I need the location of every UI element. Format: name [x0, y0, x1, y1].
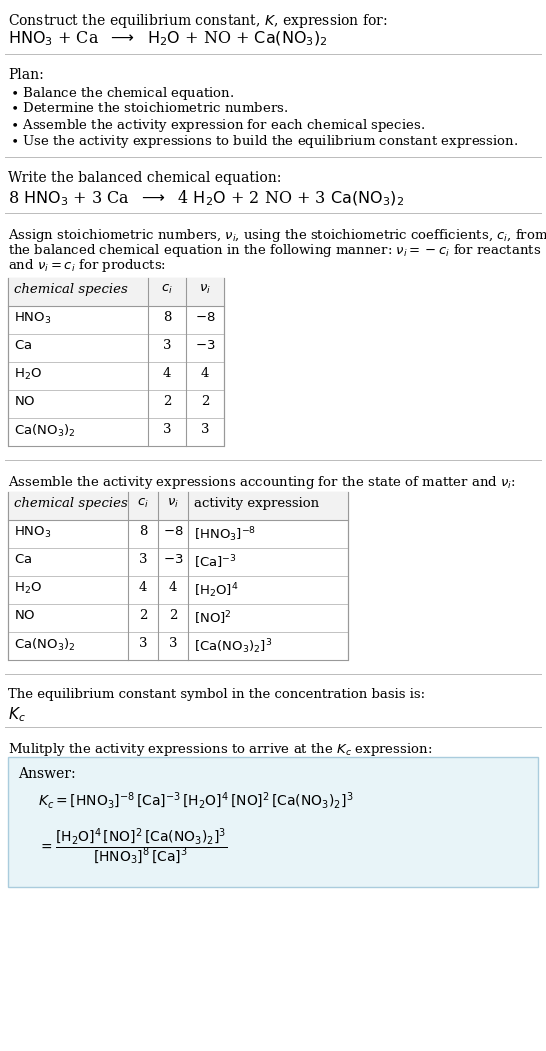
Text: 3: 3 — [163, 423, 171, 436]
Text: $[\mathrm{Ca}]^{-3}$: $[\mathrm{Ca}]^{-3}$ — [194, 553, 237, 571]
Text: $[\mathrm{Ca(NO_3)_2}]^{3}$: $[\mathrm{Ca(NO_3)_2}]^{3}$ — [194, 637, 272, 656]
Text: $-3$: $-3$ — [163, 553, 183, 566]
Text: chemical species: chemical species — [14, 283, 128, 296]
Text: 3: 3 — [139, 553, 147, 566]
Text: Plan:: Plan: — [8, 68, 44, 82]
Bar — [8, 279, 224, 446]
Text: $\mathrm{Ca}$: $\mathrm{Ca}$ — [14, 339, 32, 352]
Text: $\mathrm{H_2O}$: $\mathrm{H_2O}$ — [14, 367, 42, 383]
Text: 8: 8 — [139, 526, 147, 538]
Text: 2: 2 — [139, 609, 147, 622]
Text: $K_c$: $K_c$ — [8, 705, 26, 724]
Text: Assemble the activity expressions accounting for the state of matter and $\nu_i$: Assemble the activity expressions accoun… — [8, 474, 516, 491]
Text: 3: 3 — [169, 637, 177, 650]
Text: $\mathrm{NO}$: $\mathrm{NO}$ — [14, 609, 35, 622]
Text: $-8$: $-8$ — [163, 526, 183, 538]
Text: 8 $\mathrm{HNO_3}$ + 3 Ca  $\longrightarrow$  4 $\mathrm{H_2O}$ + 2 NO + 3 $\mat: 8 $\mathrm{HNO_3}$ + 3 Ca $\longrightarr… — [8, 189, 404, 208]
Text: 2: 2 — [169, 609, 177, 622]
Text: Assign stoichiometric numbers, $\nu_i$, using the stoichiometric coefficients, $: Assign stoichiometric numbers, $\nu_i$, … — [8, 227, 546, 244]
Text: 8: 8 — [163, 311, 171, 324]
Text: The equilibrium constant symbol in the concentration basis is:: The equilibrium constant symbol in the c… — [8, 688, 425, 701]
Text: Write the balanced chemical equation:: Write the balanced chemical equation: — [8, 171, 281, 185]
Text: Mulitply the activity expressions to arrive at the $K_c$ expression:: Mulitply the activity expressions to arr… — [8, 741, 432, 758]
Text: $[\mathrm{H_2O}]^{4}$: $[\mathrm{H_2O}]^{4}$ — [194, 581, 239, 600]
Text: chemical species: chemical species — [14, 497, 128, 510]
Text: $\mathrm{H_2O}$: $\mathrm{H_2O}$ — [14, 581, 42, 596]
Text: $\bullet$ Balance the chemical equation.: $\bullet$ Balance the chemical equation. — [10, 85, 234, 102]
Text: $\bullet$ Determine the stoichiometric numbers.: $\bullet$ Determine the stoichiometric n… — [10, 101, 288, 115]
Text: the balanced chemical equation in the following manner: $\nu_i = -c_i$ for react: the balanced chemical equation in the fo… — [8, 242, 541, 259]
Text: $\nu_i$: $\nu_i$ — [167, 497, 179, 510]
Text: $\bullet$ Use the activity expressions to build the equilibrium constant express: $\bullet$ Use the activity expressions t… — [10, 133, 518, 150]
Text: and $\nu_i = c_i$ for products:: and $\nu_i = c_i$ for products: — [8, 257, 166, 274]
Bar — [8, 492, 348, 520]
Text: 4: 4 — [163, 367, 171, 380]
Text: $\mathrm{Ca(NO_3)_2}$: $\mathrm{Ca(NO_3)_2}$ — [14, 423, 75, 439]
Text: 2: 2 — [201, 395, 209, 408]
Text: $[\mathrm{NO}]^{2}$: $[\mathrm{NO}]^{2}$ — [194, 609, 232, 626]
Text: 4: 4 — [201, 367, 209, 380]
Text: $[\mathrm{HNO_3}]^{-8}$: $[\mathrm{HNO_3}]^{-8}$ — [194, 526, 256, 543]
Text: 3: 3 — [139, 637, 147, 650]
Text: $-8$: $-8$ — [195, 311, 215, 324]
Bar — [8, 492, 348, 660]
Text: 3: 3 — [201, 423, 209, 436]
Text: activity expression: activity expression — [194, 497, 319, 510]
Text: $-3$: $-3$ — [195, 339, 215, 352]
Text: $\mathrm{Ca(NO_3)_2}$: $\mathrm{Ca(NO_3)_2}$ — [14, 637, 75, 653]
Text: $\mathrm{HNO_3}$: $\mathrm{HNO_3}$ — [14, 311, 51, 326]
Text: $\bullet$ Assemble the activity expression for each chemical species.: $\bullet$ Assemble the activity expressi… — [10, 117, 425, 133]
Text: $\nu_i$: $\nu_i$ — [199, 283, 211, 296]
Text: $c_i$: $c_i$ — [137, 497, 149, 510]
Text: $= \dfrac{[\mathrm{H_2O}]^{4}\,[\mathrm{NO}]^{2}\,[\mathrm{Ca(NO_3)_2}]^{3}}{[\m: $= \dfrac{[\mathrm{H_2O}]^{4}\,[\mathrm{… — [38, 827, 227, 867]
Bar — [8, 279, 224, 306]
Text: $\mathrm{Ca}$: $\mathrm{Ca}$ — [14, 553, 32, 566]
Text: $\mathrm{HNO_3}$: $\mathrm{HNO_3}$ — [14, 526, 51, 540]
Text: $K_c = [\mathrm{HNO_3}]^{-8}\,[\mathrm{Ca}]^{-3}\,[\mathrm{H_2O}]^{4}\,[\mathrm{: $K_c = [\mathrm{HNO_3}]^{-8}\,[\mathrm{C… — [38, 791, 353, 811]
Text: Answer:: Answer: — [18, 767, 76, 781]
Text: $c_i$: $c_i$ — [161, 283, 173, 296]
Text: 2: 2 — [163, 395, 171, 408]
Text: $\mathrm{NO}$: $\mathrm{NO}$ — [14, 395, 35, 408]
Text: 3: 3 — [163, 339, 171, 352]
Bar — [8, 757, 538, 887]
Text: $\mathrm{HNO_3}$ + Ca  $\longrightarrow$  $\mathrm{H_2O}$ + NO + $\mathrm{Ca(NO_: $\mathrm{HNO_3}$ + Ca $\longrightarrow$ … — [8, 30, 328, 48]
Text: 4: 4 — [169, 581, 177, 594]
Text: 4: 4 — [139, 581, 147, 594]
Text: Construct the equilibrium constant, $K$, expression for:: Construct the equilibrium constant, $K$,… — [8, 12, 388, 30]
